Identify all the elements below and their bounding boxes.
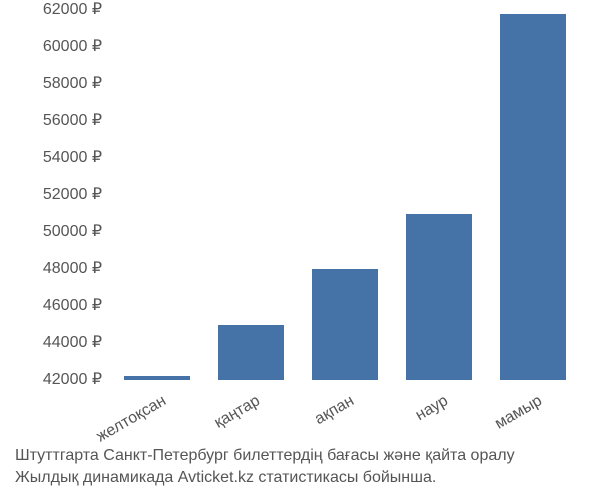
bar (406, 214, 472, 381)
y-tick-label: 60000 ₽ (12, 39, 102, 55)
y-tick-label: 58000 ₽ (12, 76, 102, 92)
bar (218, 325, 284, 381)
y-tick-label: 52000 ₽ (12, 187, 102, 203)
bar (124, 376, 190, 380)
chart-caption: Штуттгарта Санкт-Петербург билеттердің б… (15, 445, 585, 489)
price-chart: 42000 ₽ 44000 ₽ 46000 ₽ 48000 ₽ 50000 ₽ 52000… (0, 0, 600, 500)
y-tick-label: 44000 ₽ (12, 335, 102, 351)
caption-line-1: Штуттгарта Санкт-Петербург билеттердің б… (15, 445, 585, 467)
y-tick-label: 56000 ₽ (12, 113, 102, 129)
y-tick-label: 54000 ₽ (12, 150, 102, 166)
bar (312, 269, 378, 380)
bar (500, 14, 566, 380)
caption-line-2: Жылдық динамикада Avticket.kz статистика… (15, 467, 585, 489)
y-tick-label: 46000 ₽ (12, 298, 102, 314)
y-tick-label: 50000 ₽ (12, 224, 102, 240)
y-tick-label: 62000 ₽ (12, 2, 102, 18)
plot-area (110, 10, 580, 380)
y-tick-label: 42000 ₽ (12, 372, 102, 388)
y-tick-label: 48000 ₽ (12, 261, 102, 277)
